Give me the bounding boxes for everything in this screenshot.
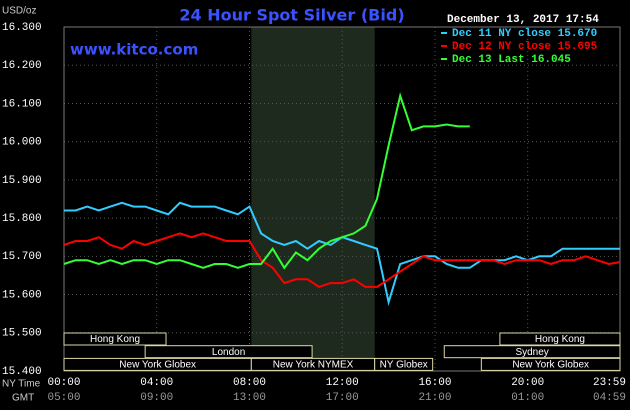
x-tick-label: 12:00 [326, 377, 359, 389]
x-tick-label: 08:00 [233, 377, 266, 389]
gmt-tick-label: 04:59 [593, 392, 626, 404]
x-tick-label: 23:59 [593, 377, 626, 389]
y-tick-label: 15.700 [2, 251, 42, 263]
series-line [63, 92, 470, 270]
timestamp: December 13, 2017 17:54 [447, 14, 599, 26]
y-tick-label: 15.900 [2, 175, 42, 187]
session-label: New York Globex [512, 360, 589, 371]
y-tick-label: 15.400 [2, 366, 42, 378]
session-box [63, 332, 167, 346]
website: www.kitco.com [70, 41, 198, 59]
y-tick-label: 16.200 [2, 60, 42, 72]
x-tick-label: 20:00 [511, 377, 544, 389]
x-tick-label: 04:00 [140, 377, 173, 389]
session-label: New York NYMEX [273, 360, 354, 371]
x-axis-label: NY Time [2, 379, 41, 390]
session-box [480, 357, 621, 371]
session-label: London [212, 347, 245, 358]
gmt-tick-label: 01:00 [511, 392, 544, 404]
session-label: NY Globex [380, 360, 428, 371]
gmt-tick-label: 21:00 [418, 392, 451, 404]
y-tick-label: 15.600 [2, 289, 42, 301]
y-axis-label: USD/oz [2, 6, 36, 17]
y-tick-label: 16.100 [2, 98, 42, 110]
session-box [374, 357, 434, 371]
legend-label: Dec 11 NY close 15.670 [452, 28, 597, 40]
gmt-tick-label: 05:00 [47, 392, 80, 404]
y-tick-label: 16.000 [2, 137, 42, 149]
y-tick-label: 16.300 [2, 22, 42, 34]
session-label: Hong Kong [90, 334, 140, 345]
x-tick-label: 16:00 [418, 377, 451, 389]
chart-title: 24 Hour Spot Silver (Bid) [179, 6, 404, 25]
gmt-tick-label: 09:00 [140, 392, 173, 404]
x-tick-label: 00:00 [47, 377, 80, 389]
session-label: Sydney [515, 347, 548, 358]
y-tick-label: 15.800 [2, 213, 42, 225]
legend-label: Dec 13 Last 16.045 [452, 54, 571, 66]
session-box [499, 332, 621, 346]
session-label: New York Globex [119, 360, 196, 371]
y-tick-label: 15.500 [2, 328, 42, 340]
legend-label: Dec 12 NY close 15.695 [452, 41, 598, 53]
session-box [443, 345, 621, 359]
session-label: Hong Kong [535, 334, 585, 345]
session-box [144, 345, 313, 359]
x2-axis-label: GMT [12, 393, 34, 404]
gmt-tick-label: 13:00 [233, 392, 266, 404]
session-shade [251, 27, 375, 371]
gmt-tick-label: 17:00 [326, 392, 359, 404]
plot-frame [63, 26, 621, 372]
series-line [63, 232, 621, 289]
